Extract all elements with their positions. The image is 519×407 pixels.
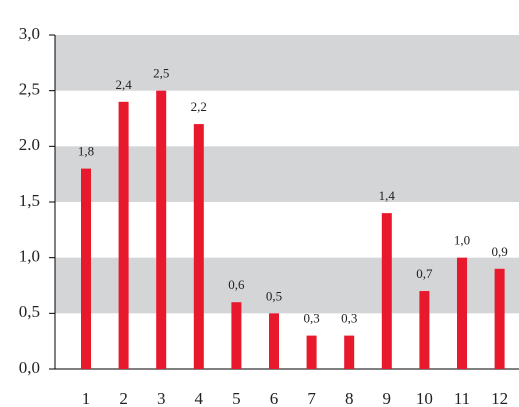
bar xyxy=(193,124,204,369)
x-tick-label: 8 xyxy=(345,389,354,407)
y-tick-label: 2,5 xyxy=(19,80,40,99)
y-tick-label: 0,5 xyxy=(19,302,40,321)
bar xyxy=(156,90,167,370)
x-tick-label: 2 xyxy=(119,389,128,407)
bar xyxy=(494,268,505,369)
data-label: 1,0 xyxy=(454,233,470,248)
bar xyxy=(419,291,430,369)
y-tick-label: 1,5 xyxy=(19,191,40,210)
bar xyxy=(118,101,129,370)
grid-band xyxy=(55,35,519,91)
x-tick-label: 1 xyxy=(82,389,91,407)
data-label: 2,2 xyxy=(191,99,207,114)
grid-band xyxy=(55,257,519,314)
bar xyxy=(231,302,242,369)
bar xyxy=(306,335,317,369)
x-tick-label: 5 xyxy=(232,389,241,407)
data-label: 2,5 xyxy=(153,66,169,81)
data-label: 0,9 xyxy=(491,244,507,259)
bar xyxy=(269,313,279,369)
data-label: 0,3 xyxy=(341,311,357,326)
data-label: 1,8 xyxy=(78,144,94,159)
x-tick-label: 3 xyxy=(157,389,166,407)
bar xyxy=(457,257,467,369)
data-label: 2,4 xyxy=(115,77,132,92)
bar xyxy=(344,335,355,369)
y-tick-label: 3,0 xyxy=(19,24,40,43)
x-tick-label: 7 xyxy=(307,389,316,407)
bar xyxy=(81,168,91,369)
x-tick-label: 4 xyxy=(195,389,204,407)
y-tick-label: 1,0 xyxy=(19,247,40,266)
x-tick-label: 10 xyxy=(416,389,433,407)
data-label: 0,5 xyxy=(266,288,282,303)
x-tick-label: 6 xyxy=(270,389,279,407)
y-tick-label: 0,0 xyxy=(19,358,40,377)
grid-band xyxy=(55,146,519,202)
data-label: 1,4 xyxy=(379,188,396,203)
data-label: 0,7 xyxy=(416,266,433,281)
data-label: 0,6 xyxy=(228,277,245,292)
y-tick-label: 2.0 xyxy=(19,135,40,154)
bar xyxy=(381,213,392,369)
x-tick-label: 12 xyxy=(491,389,508,407)
data-label: 0,3 xyxy=(303,311,319,326)
x-tick-label: 9 xyxy=(383,389,392,407)
x-tick-label: 11 xyxy=(454,389,470,407)
